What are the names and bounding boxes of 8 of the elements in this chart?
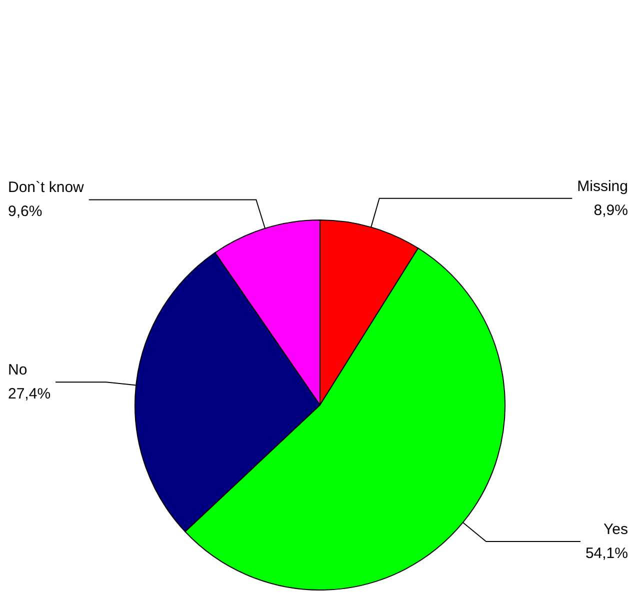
slice-label: No bbox=[8, 362, 28, 379]
data-label: 8,9% bbox=[594, 202, 628, 219]
slice-label: Missing bbox=[577, 178, 628, 195]
data-label: 9,6% bbox=[8, 203, 42, 220]
slice-label: Yes bbox=[604, 521, 628, 538]
data-label: 27,4% bbox=[8, 386, 51, 403]
slice-label: Don`t know bbox=[8, 179, 84, 196]
data-label: 54,1% bbox=[585, 545, 628, 562]
